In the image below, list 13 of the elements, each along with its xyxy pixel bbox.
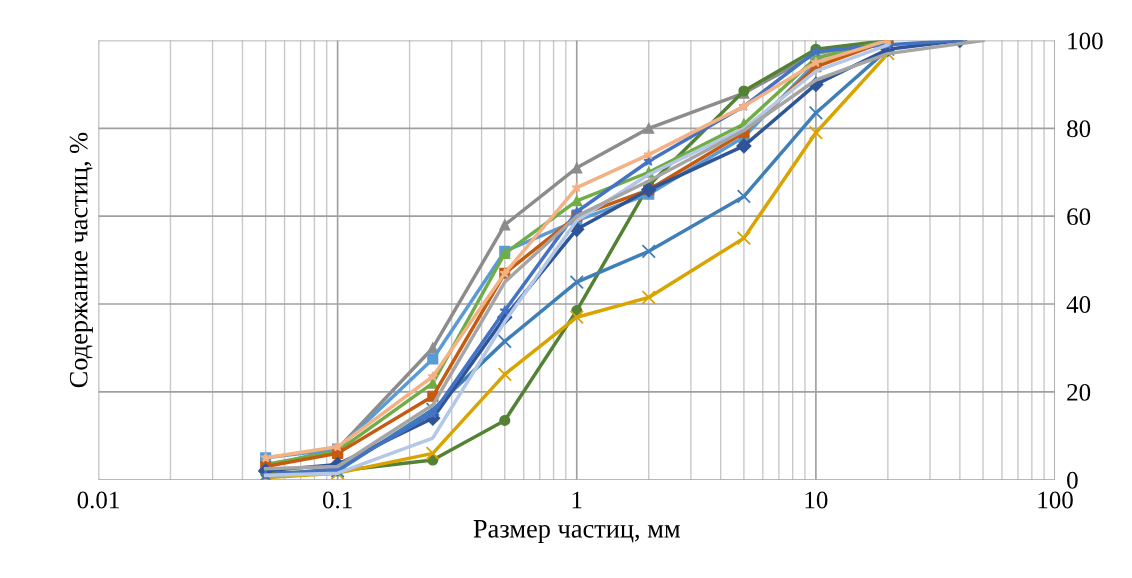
y-tick-label: 40 (1066, 296, 1091, 313)
x-tick-label: 1 (572, 491, 582, 509)
y-tick-label: 20 (1067, 383, 1091, 401)
y-axis-title: Содержание частиц, % (69, 132, 93, 388)
x-tick-label: 10 (805, 491, 828, 509)
x-axis-title: Размер частиц, мм (473, 520, 680, 544)
y-tick-label: 60 (1067, 208, 1091, 226)
x-tick-label: 0.1 (322, 491, 352, 509)
x-tick-label: 0.01 (77, 491, 119, 509)
y-tick-label: 80 (1067, 120, 1091, 138)
x-tick-label: 100 (1038, 491, 1073, 509)
y-tick-label: 0 (1067, 471, 1078, 489)
y-tick-label: 100 (1068, 32, 1103, 50)
